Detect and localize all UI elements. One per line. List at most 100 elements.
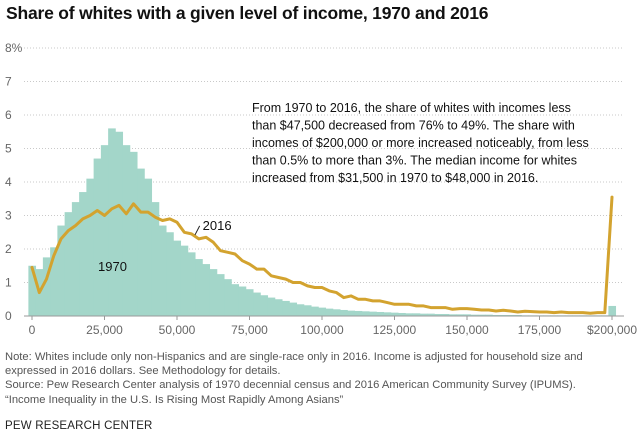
x-tick-label: 25,000 <box>86 323 123 337</box>
income-chart: 0 1 2 3 4 5 6 7 8% 0 25,000 50,000 75,000 100,000 125,… <box>5 41 637 337</box>
bar-1970 <box>231 284 240 316</box>
bar-1970 <box>224 279 232 316</box>
bar-1970 <box>608 305 617 316</box>
bar-1970 <box>470 314 479 316</box>
annotation-line: than $47,500 decreased from 76% to 49%. … <box>252 119 575 133</box>
bar-1970 <box>347 310 356 316</box>
bar-1970 <box>485 314 493 316</box>
bar-1970 <box>369 311 377 316</box>
bar-1970 <box>427 313 435 316</box>
bar-1970 <box>260 295 269 316</box>
bar-1970 <box>202 264 211 316</box>
bar-1970 <box>361 311 370 316</box>
x-tick-label: 150,000 <box>445 323 489 337</box>
bar-1970 <box>477 314 486 316</box>
note-line-1: Note: Whites include only non-Hispanics … <box>5 351 583 363</box>
bar-1970 <box>383 312 392 316</box>
chart-title: Share of whites with a given level of in… <box>6 3 489 23</box>
bar-1970 <box>144 178 153 316</box>
axes: 0 1 2 3 4 5 6 7 8% 0 25,000 50,000 75,000 100,000 125,… <box>5 41 637 337</box>
bar-1970 <box>173 240 182 316</box>
bar-1970 <box>332 309 341 316</box>
y-tick-label: 0 <box>5 309 12 323</box>
y-tick-label: 8% <box>5 41 23 55</box>
notes: Note: Whites include only non-Hispanics … <box>5 350 635 407</box>
annotation-line: increased from $31,500 in 1970 to $48,00… <box>252 171 538 185</box>
source-line-2: “Income Inequality in the U.S. Is Rising… <box>5 393 344 406</box>
bar-1970 <box>390 312 399 316</box>
bar-1970 <box>463 314 472 316</box>
annotation-line: incomes of $200,000 or more increased no… <box>252 136 589 150</box>
bars-1970 <box>28 128 617 316</box>
x-tick-label: 50,000 <box>159 323 196 337</box>
bar-1970 <box>93 158 102 316</box>
bar-1970 <box>57 225 66 316</box>
bar-1970 <box>86 178 95 316</box>
y-tick-label: 7 <box>5 75 12 89</box>
bar-1970 <box>42 257 51 316</box>
bar-1970 <box>71 202 80 316</box>
x-tick-label: $200,000 <box>587 323 637 337</box>
bar-1970 <box>28 265 37 316</box>
source-line-1: Source: Pew Research Center analysis of … <box>5 379 576 392</box>
bar-1970 <box>195 259 203 316</box>
bar-1970 <box>129 151 138 316</box>
bar-1970 <box>441 313 450 316</box>
bar-1970 <box>456 314 464 316</box>
annotation: From 1970 to 2016, the share of whites w… <box>252 101 589 185</box>
line-2016-path <box>30 195 614 315</box>
bar-1970 <box>166 232 174 316</box>
annotation-line: From 1970 to 2016, the share of whites w… <box>252 101 571 115</box>
note-line-2: expressed in 2016 dollars. See Methodolo… <box>5 365 281 378</box>
bar-1970 <box>492 314 501 316</box>
bar-1970 <box>245 289 254 316</box>
bar-1970 <box>238 286 247 316</box>
y-tick-label: 6 <box>5 108 12 122</box>
y-tick-label: 5 <box>5 142 12 156</box>
bar-1970 <box>137 168 145 316</box>
bar-1970 <box>267 297 276 316</box>
bar-1970 <box>499 314 508 316</box>
bar-1970 <box>64 212 73 316</box>
bar-1970 <box>325 308 334 316</box>
bar-1970 <box>216 274 225 316</box>
bar-1970 <box>311 306 319 316</box>
bar-1970 <box>412 313 421 316</box>
y-tick-label: 4 <box>5 175 12 189</box>
x-tick-label: 0 <box>29 323 36 337</box>
bar-1970 <box>354 310 363 316</box>
y-tick-label: 3 <box>5 209 12 223</box>
bar-1970 <box>115 131 124 316</box>
bar-1970 <box>506 314 515 316</box>
line-2016 <box>30 195 614 315</box>
series-label-2016: 2016 <box>203 218 232 233</box>
x-tick-label: 100,000 <box>300 323 344 337</box>
bar-1970 <box>79 192 87 316</box>
bar-1970 <box>122 145 131 316</box>
bar-1970 <box>158 225 167 316</box>
bar-1970 <box>434 313 443 316</box>
series-label-2016-leader <box>194 225 201 236</box>
y-tick-label: 2 <box>5 242 12 256</box>
bar-1970 <box>318 307 327 316</box>
x-tick-label: 175,000 <box>518 323 562 337</box>
bar-1970 <box>180 245 189 316</box>
bar-1970 <box>340 309 348 316</box>
bar-1970 <box>209 269 218 316</box>
bar-1970 <box>398 312 406 316</box>
y-tick-label: 1 <box>5 276 12 290</box>
bar-1970 <box>376 311 385 316</box>
bar-1970 <box>296 304 305 316</box>
bar-1970 <box>289 302 298 316</box>
bar-1970 <box>274 299 283 316</box>
credit: PEW RESEARCH CENTER <box>5 420 153 432</box>
bar-1970 <box>514 314 522 316</box>
bar-1970 <box>253 292 261 316</box>
bar-1970 <box>187 252 196 316</box>
bar-1970 <box>108 128 116 316</box>
series-labels: 1970 2016 <box>98 218 232 274</box>
x-tick-label: 125,000 <box>373 323 417 337</box>
bar-1970 <box>282 300 290 316</box>
bar-1970 <box>448 314 457 316</box>
bar-1970 <box>151 202 160 316</box>
